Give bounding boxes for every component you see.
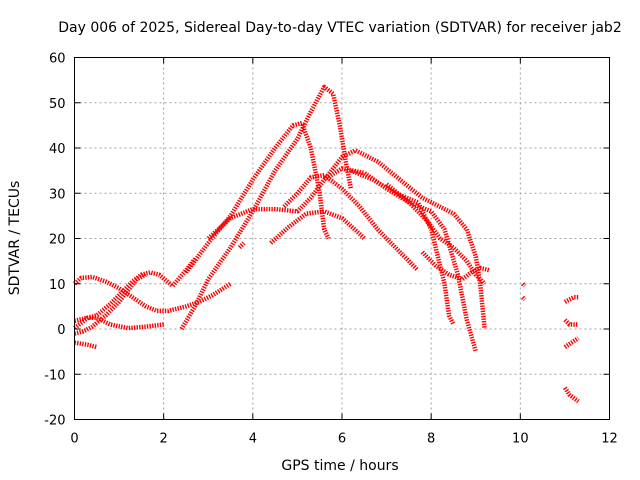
data-series <box>73 272 147 336</box>
y-tick-label: 40 <box>49 142 66 157</box>
data-series <box>563 318 579 327</box>
data-series <box>282 172 420 272</box>
axes: 0 2 4 6 8 10 12 -20 -10 0 10 20 30 40 50 60 <box>44 52 618 447</box>
y-tick-label: 60 <box>49 52 66 67</box>
y-tick-label: -20 <box>44 414 65 429</box>
y-tick-label: -10 <box>44 368 65 383</box>
data-series <box>237 241 246 250</box>
x-tick-label: 6 <box>338 432 346 447</box>
data-series <box>520 295 527 302</box>
y-tick-label: 20 <box>49 233 66 248</box>
chart-title: Day 006 of 2025, Sidereal Day-to-day VTE… <box>58 20 621 36</box>
y-tick-label: 30 <box>49 187 66 202</box>
x-tick-label: 10 <box>512 432 529 447</box>
y-axis-label: SDTVAR / TECUs <box>7 181 23 296</box>
y-tick-label: 10 <box>49 278 66 293</box>
data-series <box>269 209 366 245</box>
data-series <box>73 274 232 314</box>
grid <box>74 57 610 420</box>
data-series <box>350 168 456 326</box>
data-series <box>521 282 527 288</box>
x-tick-label: 0 <box>70 432 78 447</box>
data-series <box>74 340 98 350</box>
data-layer <box>73 84 580 404</box>
x-tick-label: 8 <box>427 432 435 447</box>
data-series <box>179 84 354 331</box>
data-series <box>420 250 490 282</box>
data-series <box>563 386 580 404</box>
x-tick-label: 2 <box>160 432 168 447</box>
data-series <box>563 295 579 304</box>
x-tick-label: 4 <box>249 432 257 447</box>
data-series <box>563 336 580 349</box>
y-tick-label: 50 <box>49 97 66 112</box>
data-series <box>73 257 197 324</box>
data-series <box>73 315 164 331</box>
x-axis-label: GPS time / hours <box>281 458 398 474</box>
x-tick-label: 12 <box>601 432 618 447</box>
y-tick-label: 0 <box>57 323 65 338</box>
data-series <box>184 120 331 274</box>
